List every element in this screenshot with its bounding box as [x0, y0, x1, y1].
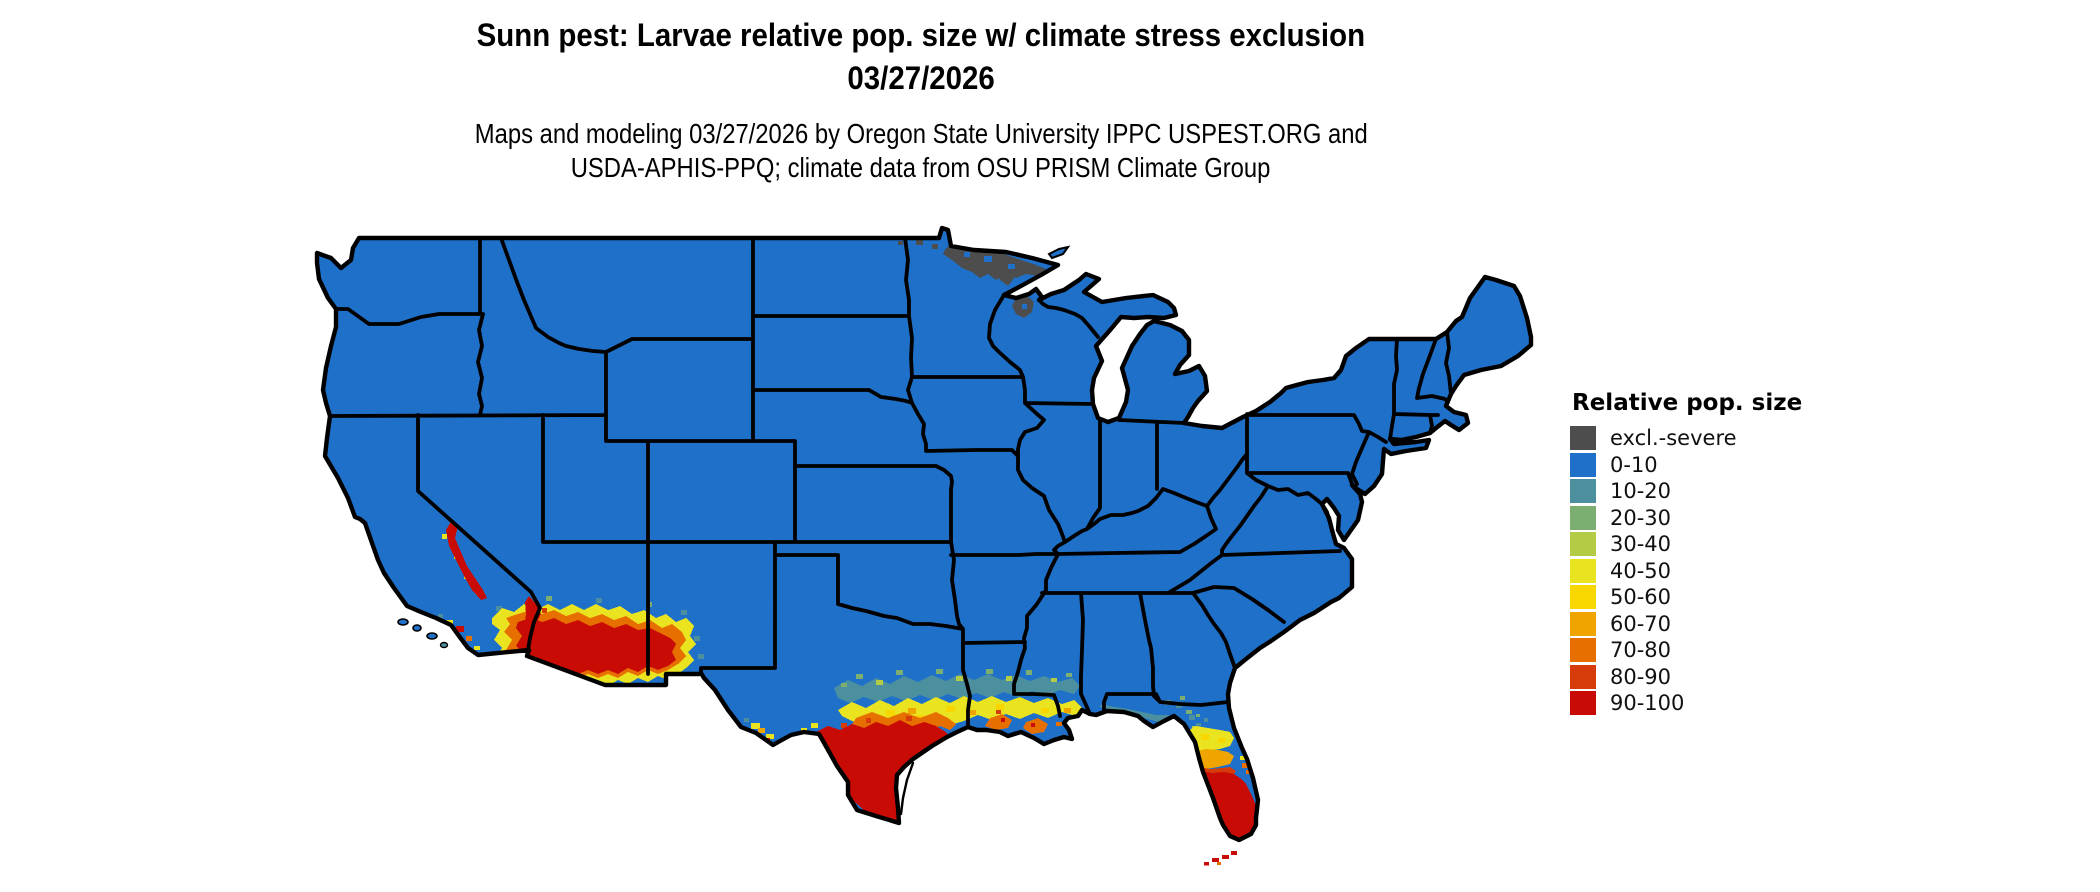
- legend-label: 20-30: [1610, 505, 1672, 530]
- map-legend: Relative pop. size excl.-severe 0-10 10-…: [1570, 390, 1802, 717]
- subtitle-line-1: Maps and modeling 03/27/2026 by Oregon S…: [474, 118, 1368, 149]
- legend-label: 90-100: [1610, 691, 1685, 716]
- legend-label: 30-40: [1610, 532, 1672, 557]
- legend-item: 0-10: [1570, 452, 1802, 479]
- legend-item: excl.-severe: [1570, 425, 1802, 452]
- map-title: Sunn pest: Larvae relative pop. size w/ …: [0, 14, 1842, 100]
- legend-item: 30-40: [1570, 531, 1802, 558]
- pop-90-100-region: [446, 520, 1257, 840]
- pop-50-60-region: [886, 704, 1225, 743]
- title-line-1: Sunn pest: Larvae relative pop. size w/ …: [476, 17, 1366, 53]
- legend-swatch-10-20: [1570, 479, 1596, 504]
- legend-item: 10-20: [1570, 478, 1802, 505]
- excl-severe-holes: [964, 252, 1027, 309]
- legend-label: 0-10: [1610, 452, 1658, 477]
- legend-swatch-30-40: [1570, 532, 1596, 557]
- state-borders: [328, 236, 1453, 729]
- channel-islands: [397, 618, 449, 649]
- legend-swatch-50-60: [1570, 585, 1596, 610]
- title-line-2: 03/27/2026: [847, 60, 995, 96]
- legend-item: 80-90: [1570, 664, 1802, 691]
- subtitle-line-2: USDA-APHIS-PPQ; climate data from OSU PR…: [571, 152, 1271, 183]
- legend-swatch-excl-severe: [1570, 426, 1596, 451]
- legend-swatch-20-30: [1570, 505, 1596, 530]
- legend-item: 60-70: [1570, 611, 1802, 638]
- legend-label: 60-70: [1610, 611, 1672, 636]
- legend-swatch-90-100: [1570, 691, 1596, 716]
- legend-swatch-80-90: [1570, 664, 1596, 689]
- isle-royale-island: [1047, 245, 1071, 260]
- legend-label: 50-60: [1610, 585, 1672, 610]
- legend-swatch-70-80: [1570, 638, 1596, 663]
- us-map: [296, 218, 1541, 880]
- heat-overlays: [438, 240, 1257, 840]
- legend-item: 20-30: [1570, 505, 1802, 532]
- legend-item: 90-100: [1570, 690, 1802, 717]
- legend-label: excl.-severe: [1610, 426, 1737, 451]
- map-subtitle: Maps and modeling 03/27/2026 by Oregon S…: [0, 117, 1842, 185]
- legend-label: 80-90: [1610, 664, 1672, 689]
- padre-island-barrier: [899, 761, 915, 816]
- legend-swatch-40-50: [1570, 558, 1596, 583]
- legend-label: 70-80: [1610, 638, 1672, 663]
- florida-keys: [1204, 851, 1237, 866]
- legend-swatch-0-10: [1570, 452, 1596, 477]
- legend-swatch-60-70: [1570, 611, 1596, 636]
- legend-label: 40-50: [1610, 558, 1672, 583]
- legend-item: 50-60: [1570, 584, 1802, 611]
- legend-item: 40-50: [1570, 558, 1802, 585]
- legend-label: 10-20: [1610, 479, 1672, 504]
- legend-title: Relative pop. size: [1572, 390, 1803, 416]
- legend-item: 70-80: [1570, 637, 1802, 664]
